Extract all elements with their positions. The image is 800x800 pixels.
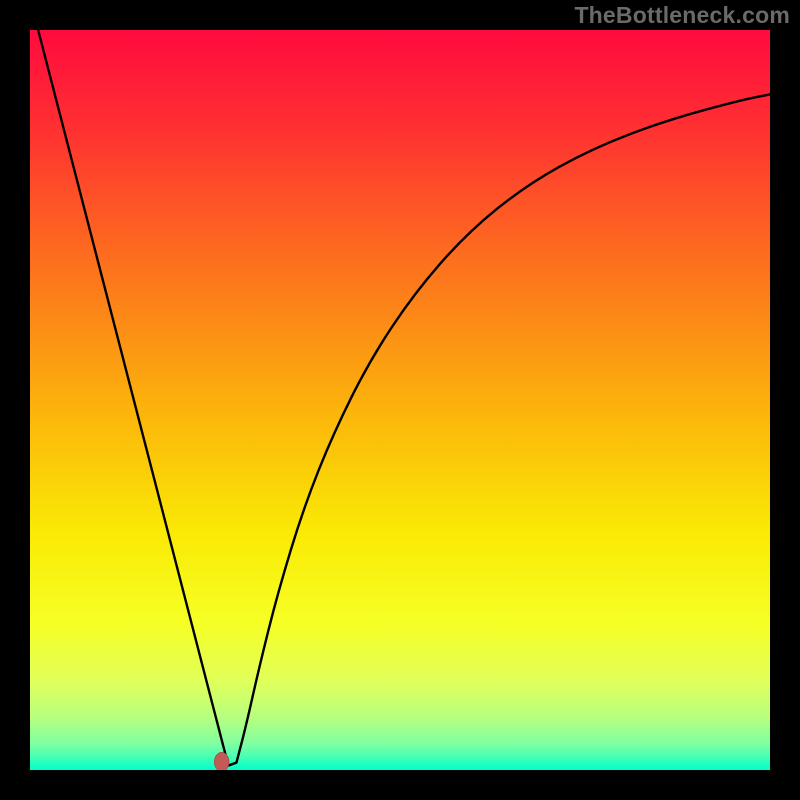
bottleneck-curve bbox=[30, 30, 770, 770]
plot-area bbox=[30, 30, 770, 770]
vertex-marker bbox=[214, 752, 229, 770]
chart-container: TheBottleneck.com bbox=[0, 0, 800, 800]
watermark-text: TheBottleneck.com bbox=[574, 2, 790, 29]
curve-path bbox=[38, 30, 770, 766]
